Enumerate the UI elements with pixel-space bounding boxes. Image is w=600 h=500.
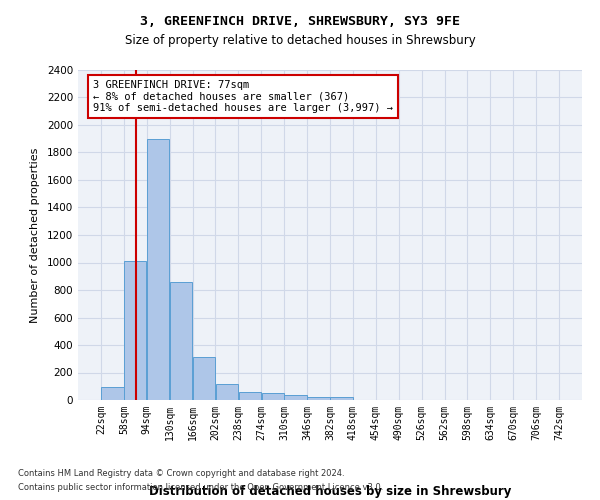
Text: 3, GREENFINCH DRIVE, SHREWSBURY, SY3 9FE: 3, GREENFINCH DRIVE, SHREWSBURY, SY3 9FE xyxy=(140,15,460,28)
Bar xyxy=(101,387,124,400)
X-axis label: Distribution of detached houses by size in Shrewsbury: Distribution of detached houses by size … xyxy=(149,484,511,498)
Text: 3 GREENFINCH DRIVE: 77sqm
← 8% of detached houses are smaller (367)
91% of semi-: 3 GREENFINCH DRIVE: 77sqm ← 8% of detach… xyxy=(93,80,393,113)
Bar xyxy=(239,392,261,400)
Bar xyxy=(284,394,307,400)
Bar xyxy=(170,282,193,400)
Bar xyxy=(330,397,353,400)
Text: Contains HM Land Registry data © Crown copyright and database right 2024.: Contains HM Land Registry data © Crown c… xyxy=(18,468,344,477)
Bar xyxy=(124,261,146,400)
Bar xyxy=(307,396,330,400)
Text: Contains public sector information licensed under the Open Government Licence v3: Contains public sector information licen… xyxy=(18,484,383,492)
Y-axis label: Number of detached properties: Number of detached properties xyxy=(30,148,40,322)
Bar xyxy=(215,384,238,400)
Bar xyxy=(193,356,215,400)
Bar xyxy=(262,393,284,400)
Bar xyxy=(147,138,169,400)
Text: Size of property relative to detached houses in Shrewsbury: Size of property relative to detached ho… xyxy=(125,34,475,47)
